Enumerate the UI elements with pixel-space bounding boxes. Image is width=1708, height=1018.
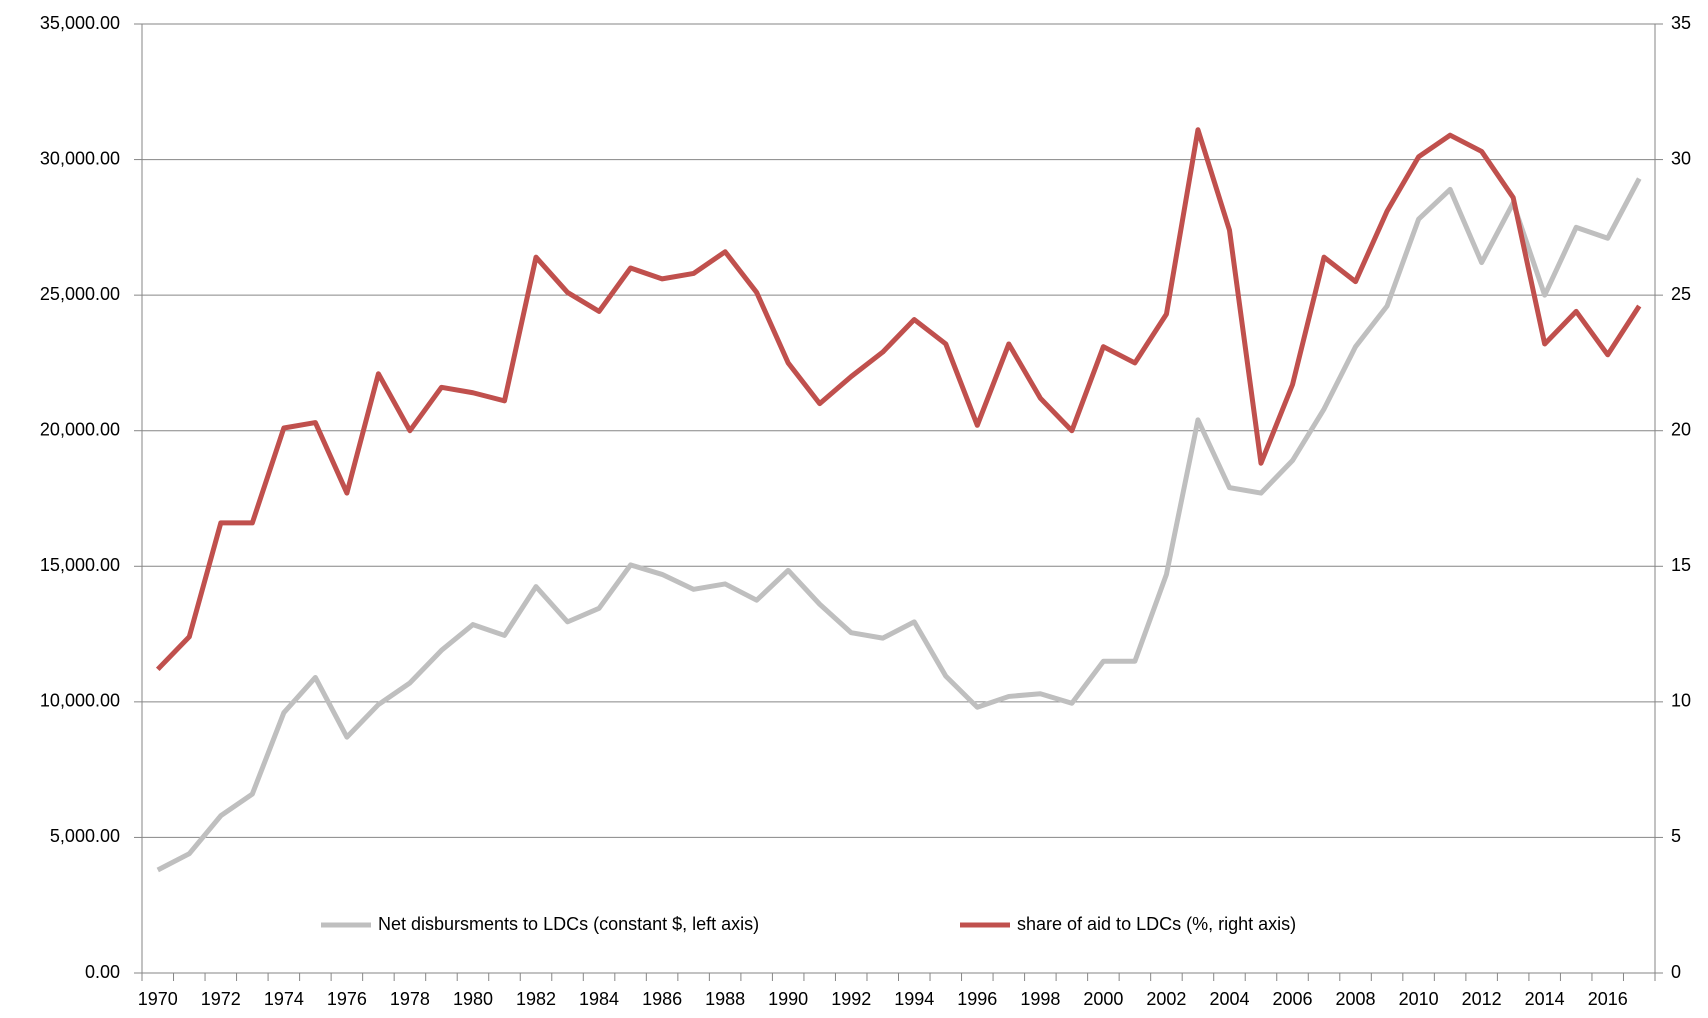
y-tick-label: 5,000.00 [50, 826, 120, 846]
x-tick-label: 1984 [579, 989, 619, 1009]
y2-tick-label: 5 [1671, 826, 1681, 846]
x-tick-label: 2002 [1146, 989, 1186, 1009]
x-tick-label: 1972 [201, 989, 241, 1009]
x-tick-label: 1998 [1020, 989, 1060, 1009]
y2-tick-label: 35 [1671, 13, 1691, 33]
x-tick-label: 1994 [894, 989, 934, 1009]
x-tick-label: 2010 [1399, 989, 1439, 1009]
x-tick-label: 2004 [1209, 989, 1249, 1009]
x-tick-label: 1988 [705, 989, 745, 1009]
y-tick-label: 15,000.00 [40, 555, 120, 575]
y2-tick-label: 25 [1671, 284, 1691, 304]
x-tick-label: 2006 [1272, 989, 1312, 1009]
x-tick-label: 1982 [516, 989, 556, 1009]
x-tick-label: 1996 [957, 989, 997, 1009]
y-tick-label: 25,000.00 [40, 284, 120, 304]
x-tick-label: 2012 [1462, 989, 1502, 1009]
y-tick-label: 30,000.00 [40, 148, 120, 168]
y-tick-label: 0.00 [85, 962, 120, 982]
legend-label: Net disbursments to LDCs (constant $, le… [378, 914, 759, 934]
x-tick-label: 2000 [1083, 989, 1123, 1009]
x-tick-label: 1980 [453, 989, 493, 1009]
legend-label: share of aid to LDCs (%, right axis) [1017, 914, 1296, 934]
x-tick-label: 1986 [642, 989, 682, 1009]
y-tick-label: 35,000.00 [40, 13, 120, 33]
y2-tick-label: 15 [1671, 555, 1691, 575]
x-tick-label: 1978 [390, 989, 430, 1009]
x-tick-label: 1990 [768, 989, 808, 1009]
x-tick-label: 1974 [264, 989, 304, 1009]
series-line [156, 177, 1642, 873]
y2-tick-label: 20 [1671, 419, 1691, 439]
x-tick-label: 1970 [138, 989, 178, 1009]
y-tick-label: 10,000.00 [40, 691, 120, 711]
y2-tick-label: 0 [1671, 962, 1681, 982]
series-line [155, 127, 1642, 672]
x-tick-label: 2016 [1588, 989, 1628, 1009]
x-tick-label: 1992 [831, 989, 871, 1009]
x-tick-label: 1976 [327, 989, 367, 1009]
y2-tick-label: 10 [1671, 691, 1691, 711]
x-tick-label: 2014 [1525, 989, 1565, 1009]
y-tick-label: 20,000.00 [40, 419, 120, 439]
x-tick-label: 2008 [1336, 989, 1376, 1009]
y2-tick-label: 30 [1671, 148, 1691, 168]
